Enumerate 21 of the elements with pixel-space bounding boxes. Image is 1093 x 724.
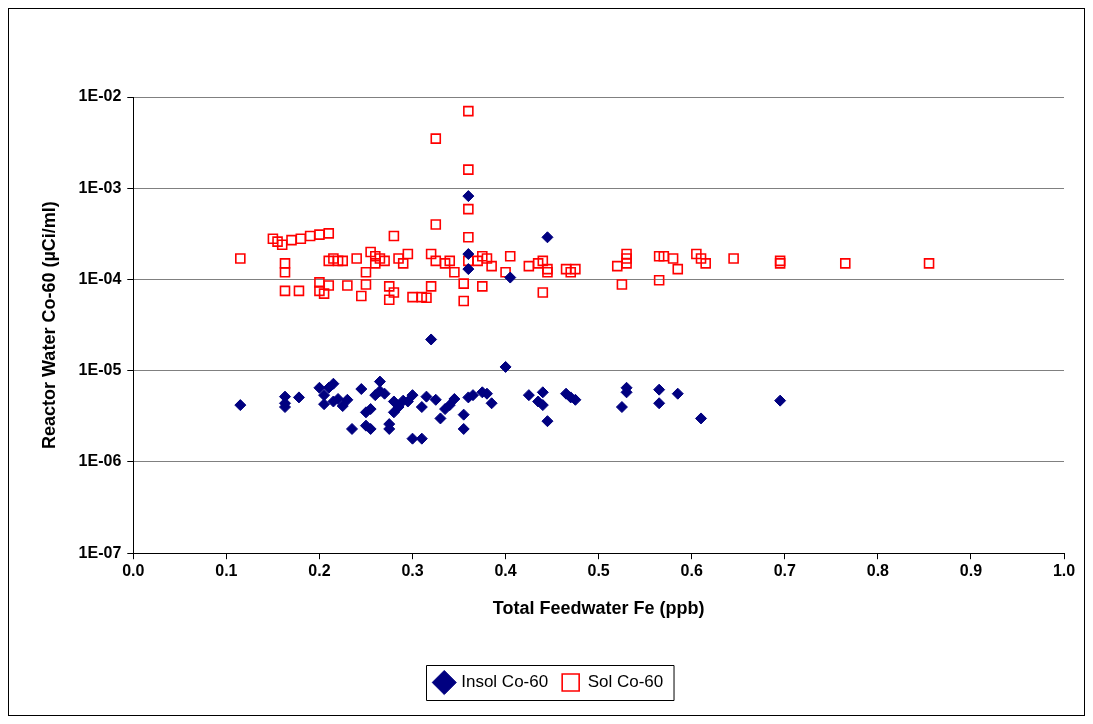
y-tick-label: 1E-05 xyxy=(78,361,122,379)
y-axis-title: Reactor Water Co-60 (µCi/ml) xyxy=(38,201,59,449)
x-tick-label: 0.0 xyxy=(122,562,145,580)
y-tick-label: 1E-03 xyxy=(78,178,122,196)
x-tick-label: 0.1 xyxy=(215,562,238,580)
x-axis-title: Total Feedwater Fe (ppb) xyxy=(492,598,705,619)
y-tick-label: 1E-06 xyxy=(78,452,122,470)
x-tick-label: 0.3 xyxy=(401,562,424,580)
x-tick-label: 1.0 xyxy=(1052,562,1076,580)
x-tick-label: 0.5 xyxy=(587,562,610,580)
y-tick-label: 1E-07 xyxy=(78,543,122,561)
x-tick-label: 0.2 xyxy=(308,562,331,580)
y-tick-label: 1E-04 xyxy=(78,269,122,287)
x-tick-label: 0.4 xyxy=(494,562,517,580)
x-tick-label: 0.7 xyxy=(773,562,797,580)
x-tick-label: 0.8 xyxy=(866,562,890,580)
legend-label: Insol Co-60 xyxy=(461,672,549,692)
y-tick-label: 1E-02 xyxy=(78,87,122,105)
legend-label: Sol Co-60 xyxy=(587,672,664,692)
x-tick-label: 0.9 xyxy=(959,562,983,580)
x-tick-label: 0.6 xyxy=(680,562,703,580)
